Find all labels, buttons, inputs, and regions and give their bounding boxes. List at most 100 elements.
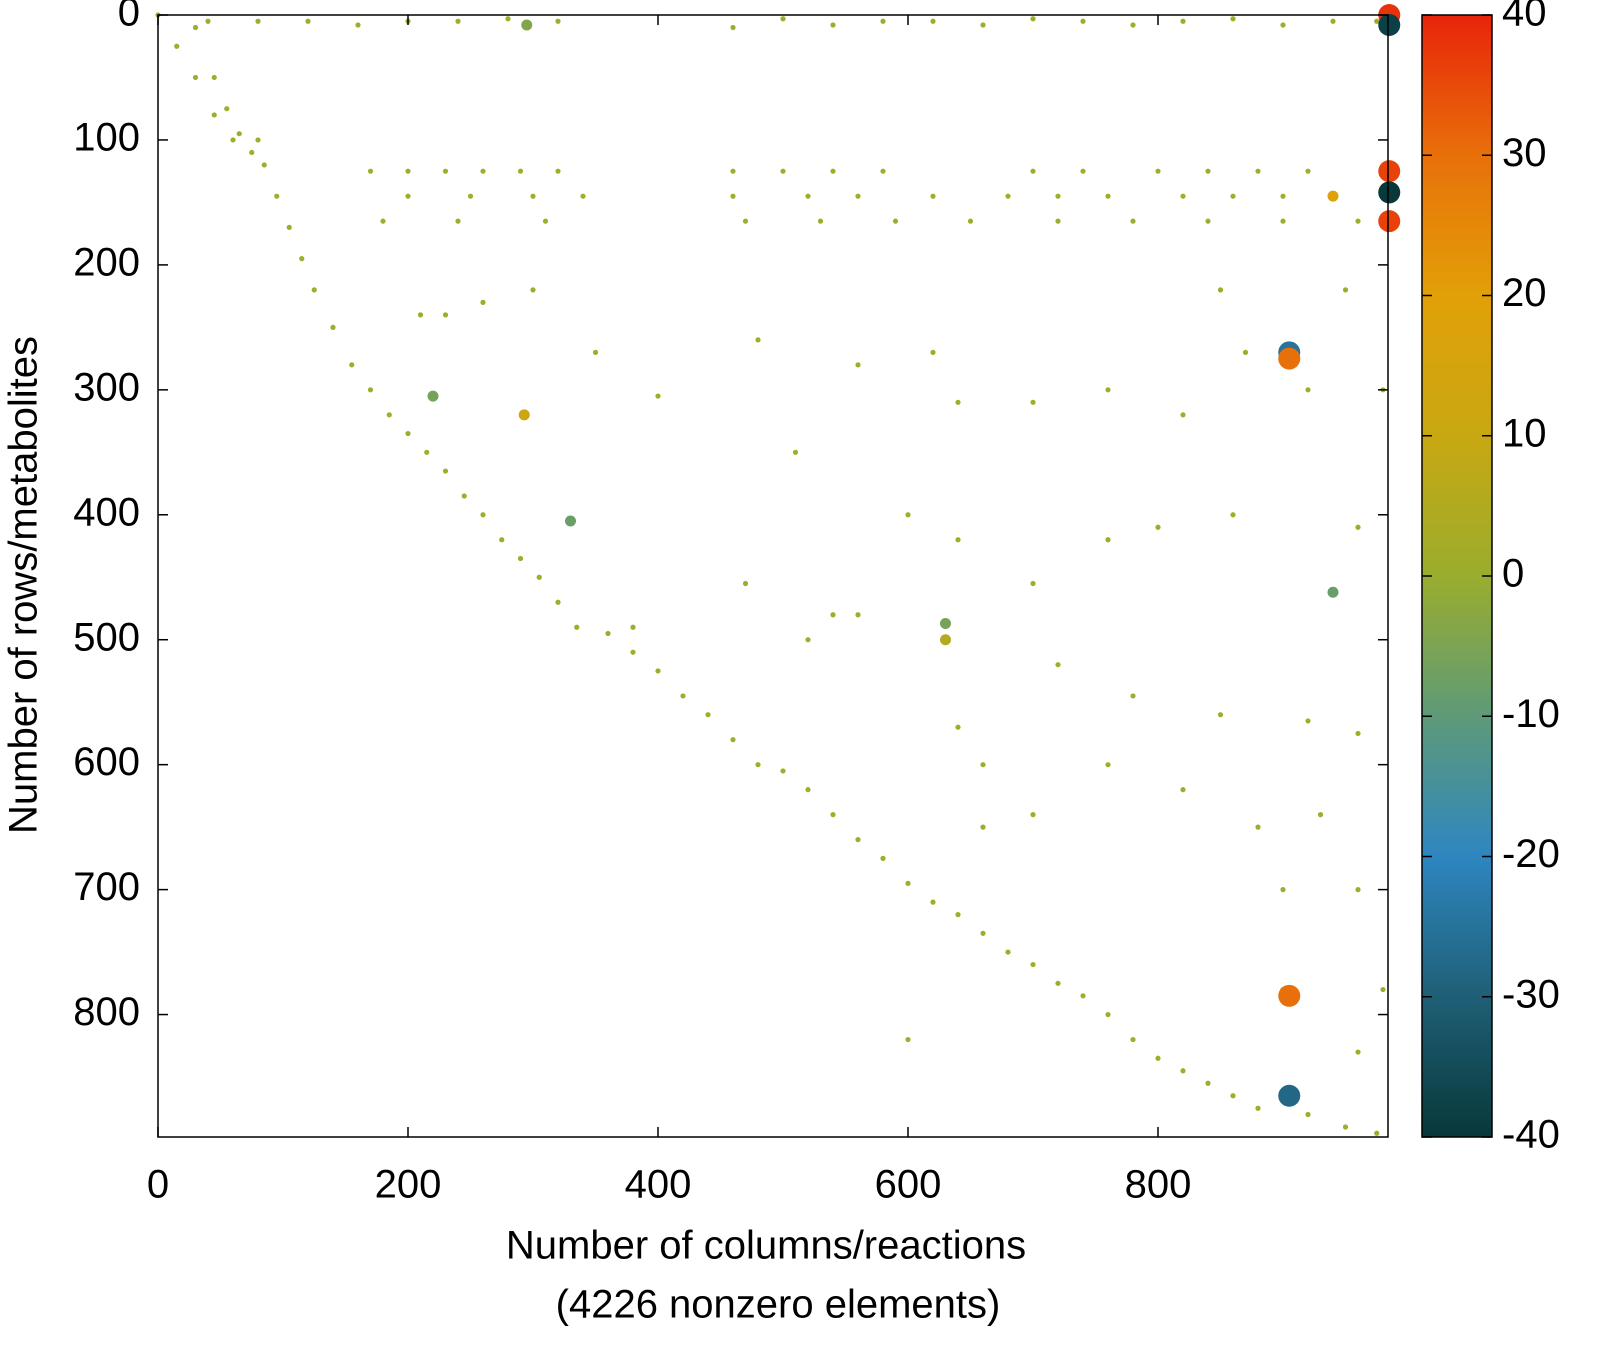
nonzero-element [1030,580,1036,587]
nonzero-element [192,74,199,81]
plot-frame [157,14,1389,1138]
colorbar-tick-label: 10 [1502,411,1547,455]
nonzero-element [1180,412,1186,418]
nonzero-element [367,168,374,174]
nonzero-element [255,18,261,24]
nonzero-element [211,112,217,118]
nonzero-element [1080,993,1086,999]
nonzero-element [1305,387,1311,393]
nonzero-element [1342,287,1349,293]
nonzero-element [1327,586,1339,598]
nonzero-element [730,737,736,743]
y-tick-label: 400 [73,490,140,534]
nonzero-element [892,218,899,224]
nonzero-element [461,493,467,499]
nonzero-element [1280,887,1286,893]
nonzero-element [940,634,951,646]
nonzero-element [1230,1093,1236,1099]
y-axis-label: Number of rows/metabolites [2,336,46,834]
nonzero-element [480,168,486,174]
nonzero-element [1278,1084,1301,1107]
nonzero-element [1180,787,1186,793]
nonzero-element [286,224,292,231]
nonzero-element [880,18,886,24]
nonzero-element [1080,168,1086,174]
colorbar-tick-label: 40 [1502,0,1547,35]
nonzero-element [499,537,505,543]
nonzero-element [1005,949,1011,955]
nonzero-element [880,168,886,174]
colorbar [1421,14,1493,1138]
nonzero-element [1155,168,1161,174]
nonzero-element [1205,1080,1211,1086]
nonzero-element [224,106,230,112]
nonzero-element [1355,524,1361,530]
nonzero-element [1280,218,1286,224]
nonzero-element [580,193,586,199]
nonzero-element [427,390,439,402]
y-tick-label: 100 [73,116,140,160]
nonzero-element [405,168,411,174]
nonzero-element [249,149,255,156]
nonzero-element [705,712,711,718]
y-tick-label: 600 [73,740,140,784]
nonzero-element [480,512,486,518]
nonzero-element [905,512,911,518]
nonzero-element [536,574,542,580]
nonzero-element [780,168,786,174]
nonzero-element [930,899,936,905]
nonzero-element [780,768,786,774]
nonzero-element [380,218,386,224]
nonzero-element [174,43,180,49]
nonzero-element [1327,190,1339,202]
nonzero-element [1342,1124,1349,1130]
nonzero-element [305,18,311,24]
nonzero-element [1055,980,1061,986]
nonzero-element [855,193,861,199]
nonzero-element [830,812,836,818]
nonzero-element [1230,16,1236,22]
nonzero-element [405,430,411,437]
y-tick-label: 800 [73,990,140,1034]
nonzero-element [1030,168,1036,174]
nonzero-element [1130,218,1136,224]
nonzero-element [1130,1036,1136,1043]
nonzero-element [855,612,861,618]
nonzero-element [1378,181,1401,204]
x-tick-label: 400 [625,1163,692,1207]
nonzero-element [542,218,549,224]
nonzero-element [1030,16,1036,22]
nonzero-element [1205,218,1211,224]
nonzero-element [1180,1068,1186,1074]
nonzero-element [980,22,986,28]
nonzero-element [980,930,986,936]
nonzero-element [1205,168,1211,174]
nonzero-element [1217,287,1224,293]
nonzero-element [1180,193,1186,199]
nonzero-element [630,649,636,655]
nonzero-element [517,168,524,174]
nonzero-element [1317,812,1324,818]
nonzero-element [405,193,411,199]
nonzero-element [1030,812,1036,818]
nonzero-element [518,409,530,421]
nonzero-element [1378,210,1401,233]
nonzero-element [1030,961,1036,968]
nonzero-element [905,1036,911,1043]
nonzero-element [805,193,811,199]
nonzero-element [1055,193,1061,199]
nonzero-element [605,630,611,637]
nonzero-element [1180,18,1186,24]
nonzero-element [505,16,511,22]
nonzero-element [1280,22,1286,28]
nonzero-element [1055,218,1061,224]
nonzero-element [192,24,199,31]
y-tick-label: 200 [73,240,140,284]
nonzero-element [455,18,461,24]
colorbar-tick-label: 0 [1502,552,1524,596]
x-tick-label: 600 [875,1163,942,1207]
nonzero-element [417,312,424,318]
nonzero-element [455,218,461,224]
x-tick-label: 0 [147,1163,169,1207]
